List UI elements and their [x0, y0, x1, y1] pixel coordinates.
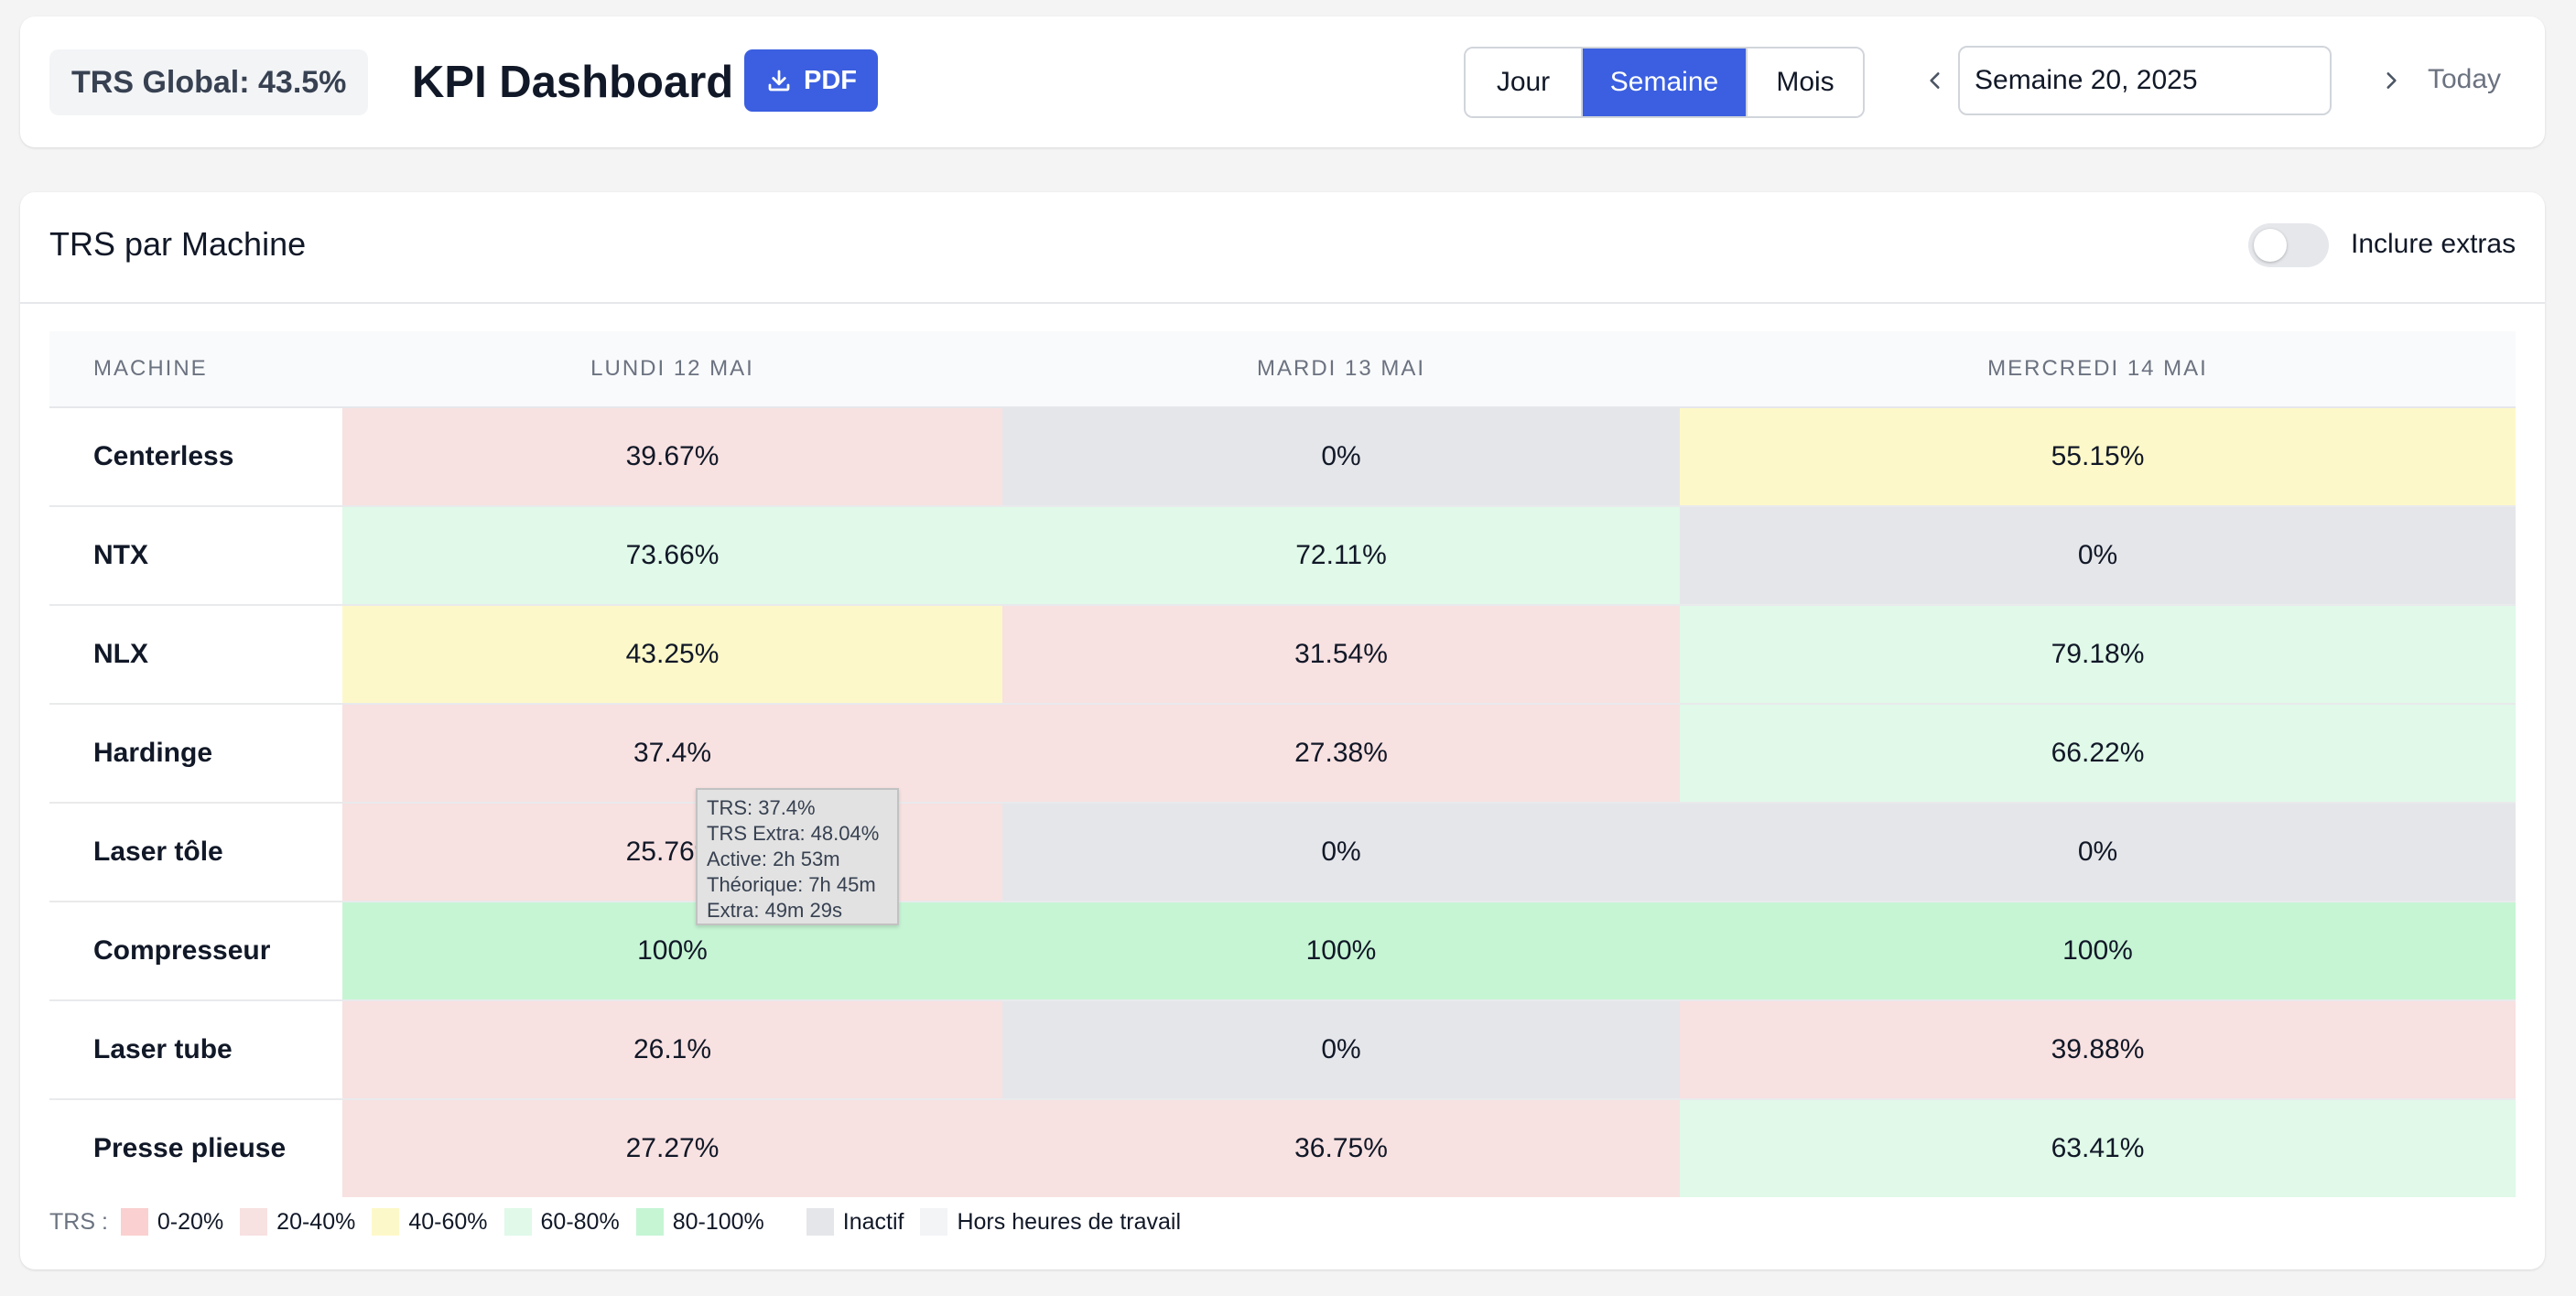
- trs-cell[interactable]: 100%: [1680, 902, 2516, 1001]
- legend-item: 40-60%: [372, 1208, 488, 1236]
- pdf-button-label: PDF: [804, 65, 857, 95]
- header-bar: TRS Global: 43.5% KPI Dashboard PDF Jour…: [20, 16, 2545, 147]
- legend-swatch: [120, 1208, 148, 1236]
- legend-item-label: 60-80%: [540, 1208, 620, 1235]
- legend-item: 0-20%: [120, 1208, 224, 1236]
- trs-cell[interactable]: 100%: [342, 902, 1002, 1001]
- legend-item-label: 0-20%: [157, 1208, 224, 1235]
- table-row: Laser tôle 25.76% 0% 0%: [49, 803, 2516, 902]
- trs-cell[interactable]: 72.11%: [1002, 506, 1680, 606]
- trs-global-badge: TRS Global: 43.5%: [49, 49, 369, 115]
- column-header: MARDI 13 MAI: [1002, 331, 1680, 408]
- trs-cell[interactable]: 39.88%: [1680, 1000, 2516, 1100]
- trs-table: MACHINE LUNDI 12 MAI MARDI 13 MAI MERCRE…: [49, 331, 2516, 1197]
- trs-cell[interactable]: 66.22%: [1680, 704, 2516, 804]
- trs-cell[interactable]: 55.15%: [1680, 407, 2516, 507]
- today-button[interactable]: Today: [2428, 64, 2502, 94]
- trs-cell[interactable]: 100%: [1002, 902, 1680, 1001]
- legend-item: Inactif: [806, 1208, 904, 1236]
- tooltip-line: TRS: 37.4%: [707, 796, 816, 819]
- chevron-left-icon: [1930, 72, 1940, 89]
- panel-divider: [20, 302, 2545, 304]
- period-selector: Jour Semaine Mois: [1464, 47, 1865, 118]
- trs-cell[interactable]: 0%: [1680, 506, 2516, 606]
- legend-swatch: [240, 1208, 268, 1236]
- machine-name: NTX: [49, 506, 342, 606]
- toggle-knob: [2254, 229, 2287, 262]
- machine-name: NLX: [49, 605, 342, 705]
- previous-period-button[interactable]: [1917, 60, 1954, 101]
- trs-cell[interactable]: 0%: [1002, 803, 1680, 902]
- chevron-right-icon: [2387, 72, 2397, 89]
- column-header: MACHINE: [49, 331, 342, 408]
- trs-cell[interactable]: 39.67%: [342, 407, 1002, 507]
- legend-swatch: [635, 1208, 664, 1236]
- table-row: NTX 73.66% 72.11% 0%: [49, 506, 2516, 606]
- trs-cell[interactable]: 0%: [1680, 803, 2516, 902]
- trs-cell[interactable]: 0%: [1002, 1000, 1680, 1100]
- trs-cell[interactable]: 27.27%: [342, 1099, 1002, 1197]
- machine-name: Compresseur: [49, 902, 342, 1001]
- machine-name: Hardinge: [49, 704, 342, 804]
- week-input[interactable]: [1958, 46, 2332, 115]
- legend-label: TRS :: [49, 1208, 108, 1235]
- download-icon: [768, 70, 790, 92]
- trs-cell[interactable]: 27.38%: [1002, 704, 1680, 804]
- trs-cell[interactable]: 63.41%: [1680, 1099, 2516, 1197]
- page-title: KPI Dashboard: [412, 58, 734, 107]
- legend-item: 60-80%: [503, 1208, 620, 1236]
- trs-cell[interactable]: 0%: [1002, 407, 1680, 507]
- legend-swatch: [806, 1208, 834, 1236]
- trs-cell[interactable]: 43.25%: [342, 605, 1002, 705]
- table-row: Hardinge 37.4% 27.38% 66.22%: [49, 704, 2516, 804]
- tooltip-line: Active: 2h 53m: [707, 848, 840, 870]
- table-row: NLX 43.25% 31.54% 79.18%: [49, 605, 2516, 705]
- legend-item-label: Inactif: [842, 1208, 904, 1235]
- trs-cell[interactable]: 37.4%: [342, 704, 1002, 804]
- legend-item-label: 80-100%: [672, 1208, 764, 1235]
- legend-item: Hors heures de travail: [920, 1208, 1181, 1236]
- legend-swatch: [503, 1208, 532, 1236]
- tab-semaine[interactable]: Semaine: [1583, 49, 1746, 116]
- tooltip-line: Théorique: 7h 45m: [707, 873, 876, 896]
- trs-legend: TRS : 0-20% 20-40% 40-60% 60-80% 80-100%…: [49, 1208, 1197, 1236]
- legend-swatch: [372, 1208, 400, 1236]
- trs-cell[interactable]: 36.75%: [1002, 1099, 1680, 1197]
- trs-machine-panel: TRS par Machine Inclure extras MACHINE L…: [20, 192, 2545, 1269]
- trs-cell[interactable]: 73.66%: [342, 506, 1002, 606]
- machine-name: Presse plieuse: [49, 1099, 342, 1197]
- include-extras-label: Inclure extras: [2351, 229, 2516, 259]
- machine-name: Laser tube: [49, 1000, 342, 1100]
- trs-cell[interactable]: 31.54%: [1002, 605, 1680, 705]
- pdf-download-button[interactable]: PDF: [744, 49, 878, 112]
- cell-tooltip: TRS: 37.4% TRS Extra: 48.04% Active: 2h …: [696, 788, 899, 925]
- legend-item: 80-100%: [635, 1208, 764, 1236]
- tab-jour[interactable]: Jour: [1466, 49, 1583, 116]
- trs-cell[interactable]: 26.1%: [342, 1000, 1002, 1100]
- legend-swatch: [920, 1208, 948, 1236]
- column-header: LUNDI 12 MAI: [342, 331, 1002, 408]
- table-header-row: MACHINE LUNDI 12 MAI MARDI 13 MAI MERCRE…: [49, 331, 2516, 408]
- legend-item-label: 20-40%: [276, 1208, 356, 1235]
- next-period-button[interactable]: [2373, 60, 2409, 101]
- table-row: Compresseur 100% 100% 100%: [49, 902, 2516, 1001]
- machine-name: Centerless: [49, 407, 342, 507]
- table-row: Centerless 39.67% 0% 55.15%: [49, 407, 2516, 507]
- include-extras-toggle[interactable]: [2248, 223, 2329, 267]
- machine-name: Laser tôle: [49, 803, 342, 902]
- legend-item-label: Hors heures de travail: [957, 1208, 1182, 1235]
- legend-item-label: 40-60%: [408, 1208, 488, 1235]
- legend-item: 20-40%: [240, 1208, 355, 1236]
- tab-mois[interactable]: Mois: [1746, 49, 1863, 116]
- column-header: MERCREDI 14 MAI: [1680, 331, 2516, 408]
- trs-cell[interactable]: 25.76%: [342, 803, 1002, 902]
- tooltip-line: Extra: 49m 29s: [707, 899, 842, 922]
- panel-title: TRS par Machine: [49, 225, 307, 263]
- trs-cell[interactable]: 79.18%: [1680, 605, 2516, 705]
- table-row: Laser tube 26.1% 0% 39.88%: [49, 1000, 2516, 1100]
- tooltip-line: TRS Extra: 48.04%: [707, 822, 880, 845]
- table-row: Presse plieuse 27.27% 36.75% 63.41%: [49, 1099, 2516, 1197]
